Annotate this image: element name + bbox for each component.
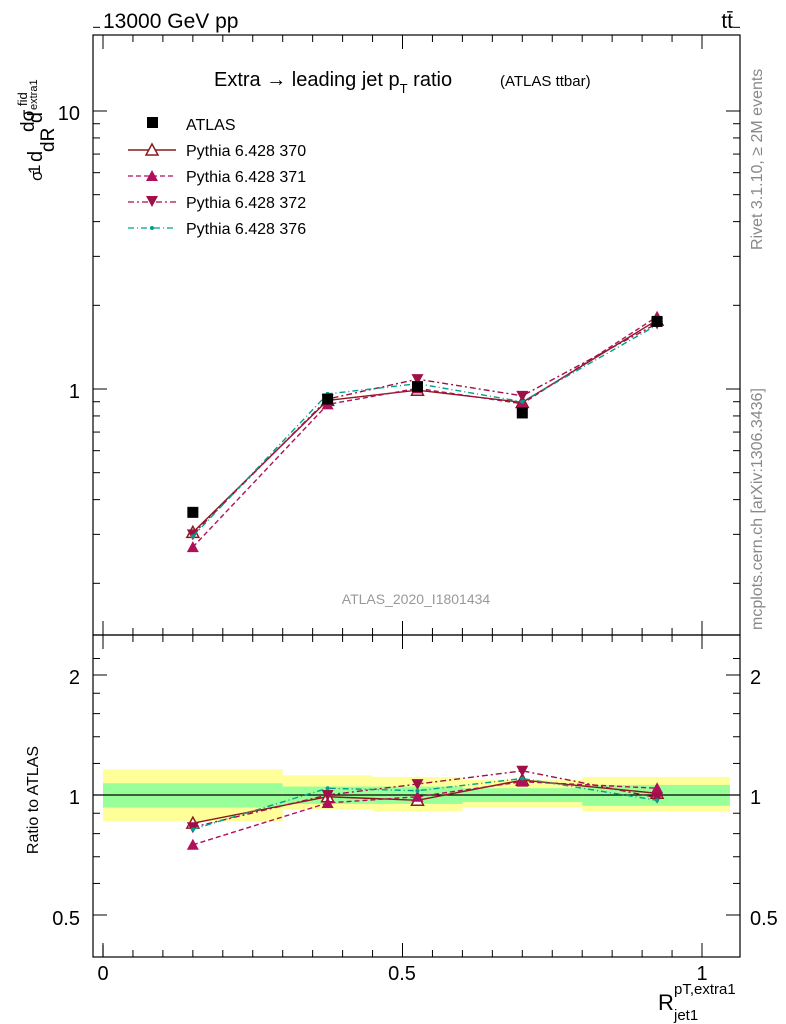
series-2-point-0 [186,541,199,553]
ratio-y-tick-label-0.5-right: 0.5 [750,908,778,930]
svg-text:σ: σ [27,170,46,181]
ratio-plot-area [93,765,740,850]
x-tick-label-0: 0 [97,963,108,985]
legend-label-372: Pythia 6.428 372 [186,195,306,212]
legend: ATLAS Pythia 6.428 370 Pythia 6.428 371 … [128,117,306,238]
svg-text:pT,extra1: pT,extra1 [674,981,736,998]
side-rivet: Rivet 3.1.10, ≥ 2M events [749,69,766,250]
ratio-series-3-point-3 [520,776,525,781]
ratio-y-ticks [93,657,740,916]
legend-marker-370 [144,142,160,156]
ratio-frame [92,634,741,958]
legend-label-371: Pythia 6.428 371 [186,169,306,186]
process-label: tt̄ [721,10,733,33]
title-small: (ATLAS ttbar) [500,73,591,90]
legend-label-atlas: ATLAS [186,117,236,134]
svg-text:dR: dR [38,128,59,152]
ratio-series-1-point-1 [321,796,334,808]
ratio-series-1-point-4 [651,782,664,794]
svg-text:extra1: extra1 [28,79,40,110]
svg-text:dσ: dσ [18,109,39,132]
series-line-2 [192,316,658,548]
ratio-series-2-point-2 [411,779,424,791]
ratio-y-tick-label-2-right: 2 [750,667,761,689]
legend-marker-atlas [147,117,158,128]
title-main: Extra → leading jet p [214,69,400,91]
svg-text:d: d [25,112,47,123]
y-tick-label-1: 1 [69,381,80,403]
series-4-point-3 [520,399,525,404]
legend-marker-376 [150,226,154,230]
analysis-id: ATLAS_2020_I1801434 [342,591,491,607]
ratio-panel: 2 1 0.5 2 1 0.5 Ratio to ATLAS 0 0.5 1 R… [25,634,778,1024]
x-tick-label-0.5: 0.5 [388,963,416,985]
ratio-series-1-point-0 [186,838,199,850]
title-rest: ratio [408,69,452,91]
atlas-point-0 [187,506,199,518]
legend-marker-372 [146,196,158,207]
main-x-ticks [102,35,703,635]
series-line-4 [192,324,658,537]
ratio-series-1-point-3 [516,775,529,787]
ratio-y-tick-label-0.5-left: 0.5 [52,908,80,930]
svg-text:jet1: jet1 [673,1007,698,1024]
series-3-point-2 [411,374,424,386]
main-y-ticks [93,26,740,584]
atlas-point-1 [322,393,334,405]
svg-text:1: 1 [25,165,44,174]
energy-label: 13000 GeV pp [103,10,238,33]
ratio-x-ticks [102,635,703,957]
y-tick-label-10: 10 [58,103,80,125]
ratio-series-3-point-4 [655,798,660,803]
series-3-point-3 [516,390,529,402]
ratio-y-label: Ratio to ATLAS [25,746,42,854]
ratio-y-tick-label-1-right: 1 [750,787,761,809]
legend-label-376: Pythia 6.428 376 [186,221,306,238]
legend-marker-371 [146,170,158,181]
main-panel: 10 1 Extra → leading jet pT ratio (ATLAS… [58,26,741,636]
svg-text:R: R [658,990,674,1015]
plot-title: Extra → leading jet pT ratio (ATLAS ttba… [214,69,591,96]
side-mcplots: mcplots.cern.ch [arXiv:1306.3436] [749,388,766,630]
svg-text:Extra → leading jet pT ratio: Extra → leading jet pT ratio [214,69,452,96]
svg-text:d: d [25,151,47,162]
svg-text:fid: fid [15,92,30,106]
x-tick-label-1: 1 [696,963,707,985]
title-sub: T [400,81,408,96]
ratio-series-2-point-1 [321,790,334,801]
ratio-series-2-point-3 [516,765,529,777]
atlas-point-3 [516,407,528,419]
atlas-point-4 [651,315,663,327]
ratio-series-2-point-4 [651,792,664,804]
ratio-series-3-point-2 [415,788,420,793]
main-plot-area [185,310,665,553]
ratio-y-tick-label-2-left: 2 [69,667,80,689]
legend-label-370: Pythia 6.428 370 [186,143,306,160]
ratio-series-1-point-2 [411,790,424,802]
ratio-y-tick-label-1-left: 1 [69,787,80,809]
ratio-series-3-point-0 [190,827,195,832]
ratio-series-3-point-1 [325,786,330,791]
main-y-label: d 1 σ d dσ dR fid extra1 [15,79,59,181]
series-line-3 [192,322,658,535]
x-axis-label: R pT,extra1 jet1 [658,981,736,1024]
atlas-point-2 [411,381,423,393]
series-4-point-0 [190,534,195,539]
series-line-1 [192,319,658,533]
